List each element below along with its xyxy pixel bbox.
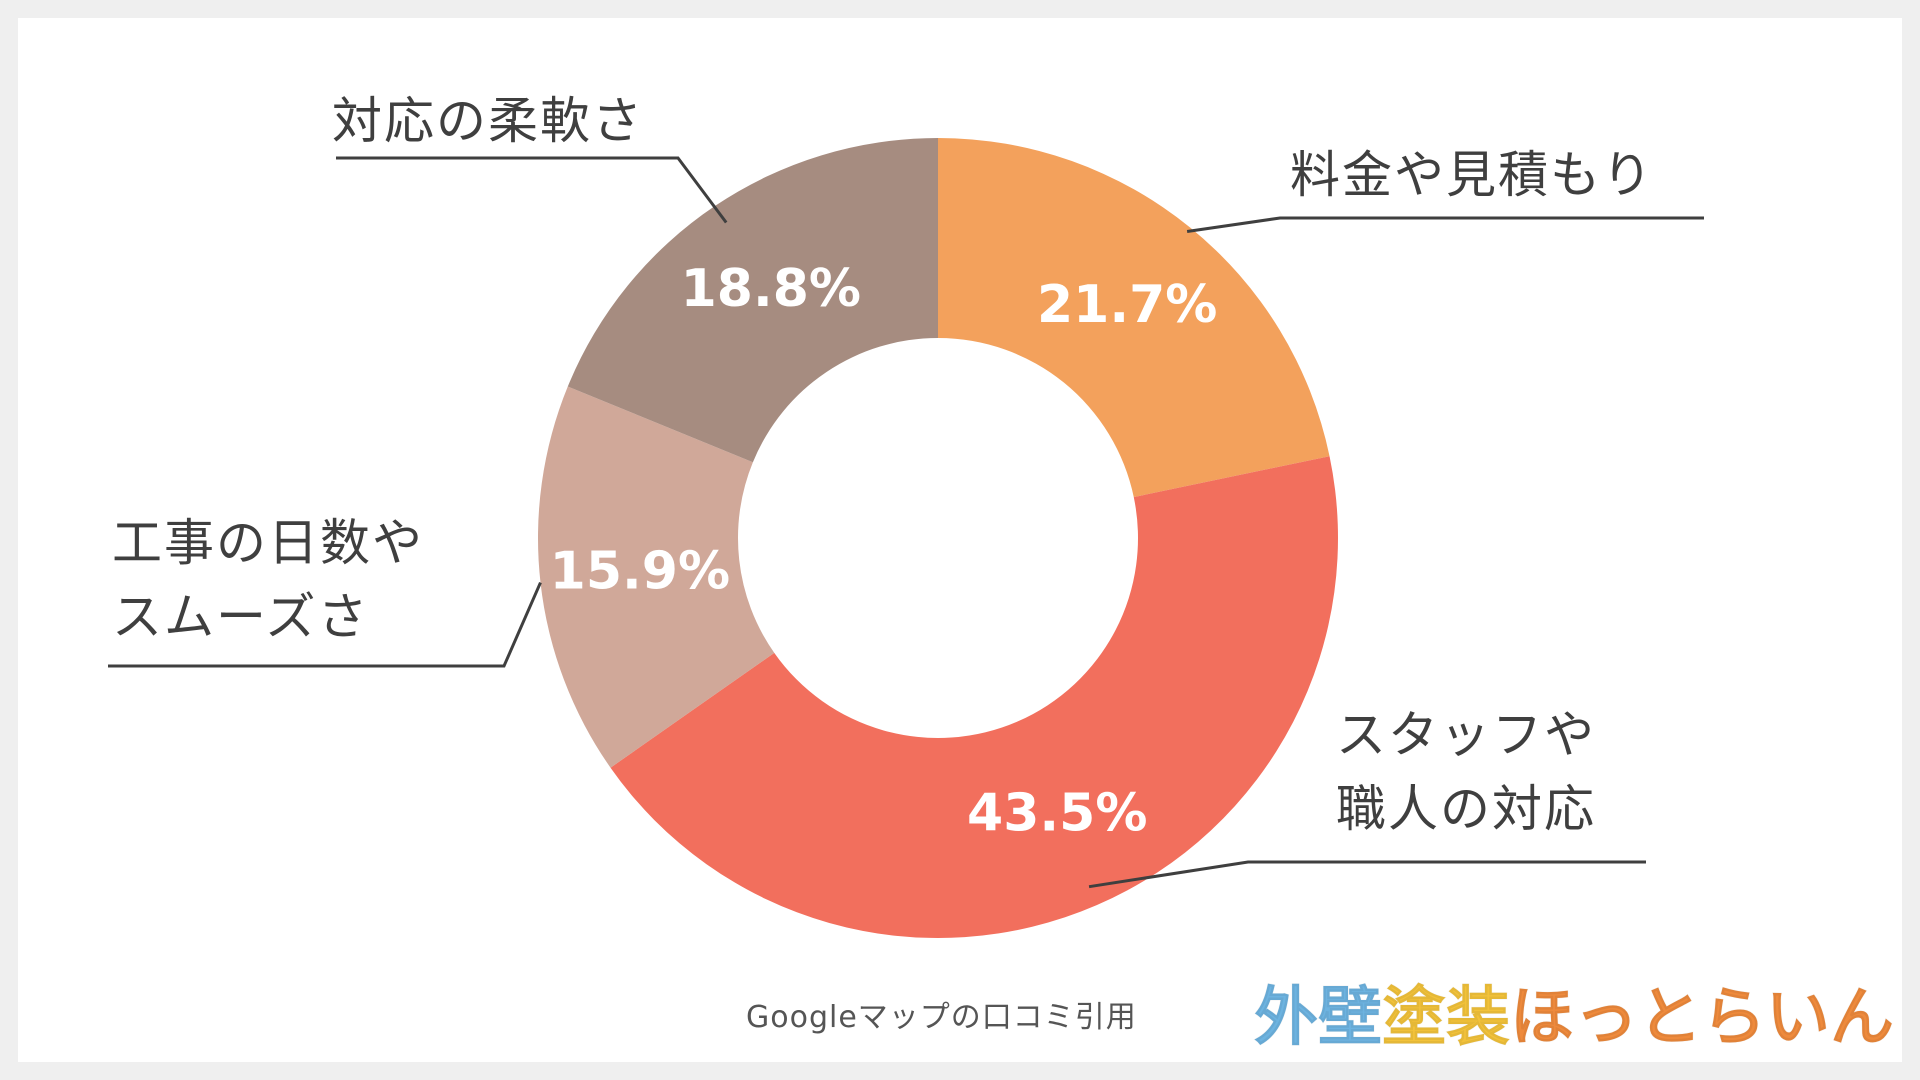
slice-label-duration: 工事の日数や スムーズさ [112,514,424,646]
slice-label-staff: スタッフや 職人の対応 [1336,706,1596,838]
slice-duration [538,386,775,768]
chart-card: 21.7% 43.5% 15.9% 18.8% 料金や見積もり スタッフや 職人の対応… [18,18,1902,1062]
leader-line-duration [108,581,542,668]
leader-line-price [1186,216,1704,233]
value-label-price: 21.7% [1037,275,1217,335]
brand-logo: 外壁塗装ほっとらいん [1254,966,1895,1058]
value-label-duration: 15.9% [550,541,730,601]
leader-line-staff [1088,860,1646,889]
brand-part-2: 塗装 [1382,981,1511,1056]
slice-label-flexibility: 対応の柔軟さ [332,92,644,150]
source-note: Googleマップの口コミ引用 [746,1000,1137,1035]
donut-chart: 21.7% 43.5% 15.9% 18.8% [108,137,1704,939]
slice-price [938,138,1330,498]
leader-line-flexibility [336,156,728,224]
value-label-staff: 43.5% [967,783,1147,843]
brand-part-1: 外壁 [1254,981,1383,1056]
value-label-flexibility: 18.8% [681,259,861,319]
slice-label-price: 料金や見積もり [1290,146,1654,204]
brand-part-3: ほっとらいん [1510,981,1895,1056]
slice-flexibility [567,137,938,463]
slice-staff [610,456,1338,939]
